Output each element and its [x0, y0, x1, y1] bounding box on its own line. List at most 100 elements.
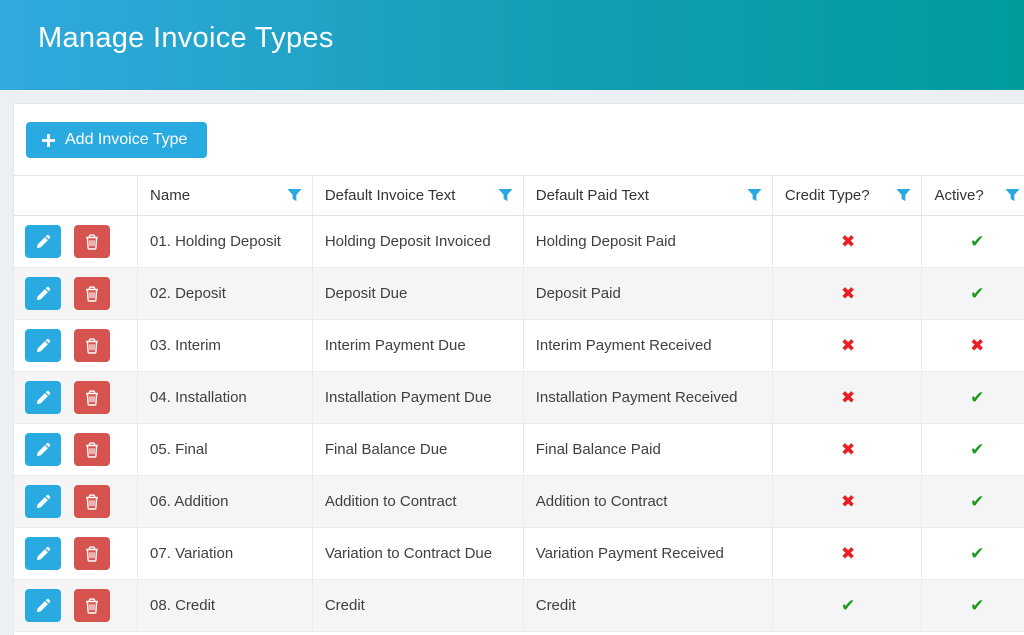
active-cell: ✔ — [921, 527, 1024, 580]
active-cell: ✔ — [921, 215, 1024, 268]
actions-cell — [14, 527, 139, 580]
check-icon: ✔ — [970, 543, 985, 563]
add-invoice-type-button[interactable]: Add Invoice Type — [26, 122, 208, 158]
actions-cell — [14, 475, 139, 528]
delete-button[interactable] — [74, 329, 111, 362]
paid-text-cell: Deposit Paid — [523, 267, 773, 320]
pencil-icon — [36, 598, 50, 613]
invoice-text-cell: Installation Payment Due — [312, 371, 524, 424]
filter-icon[interactable] — [747, 188, 762, 203]
delete-button[interactable] — [74, 433, 111, 466]
filter-icon[interactable] — [896, 188, 912, 203]
invoice-text-cell: Final Balance Due — [312, 423, 524, 476]
check-icon: ✔ — [970, 595, 985, 615]
table-row: 01. Holding Deposit Holding Deposit Invo… — [14, 215, 1024, 268]
invoice-text-cell: Credit — [312, 579, 524, 632]
edit-button[interactable] — [25, 433, 61, 466]
cross-icon: ✖ — [841, 543, 856, 563]
credit-type-cell: ✔ — [772, 579, 923, 632]
delete-button[interactable] — [74, 225, 111, 258]
cross-icon: ✖ — [841, 283, 856, 303]
delete-button[interactable] — [74, 485, 111, 518]
edit-button[interactable] — [25, 589, 61, 622]
table-row: 03. Interim Interim Payment Due Interim … — [14, 319, 1024, 372]
edit-button[interactable] — [25, 225, 61, 258]
trash-icon — [86, 285, 99, 302]
credit-type-column-label: Credit Type? — [784, 187, 870, 204]
cross-icon: ✖ — [841, 335, 856, 355]
invoice-text-column-header: Default Invoice Text — [312, 175, 524, 216]
invoice-text-cell: Variation to Contract Due — [312, 527, 524, 580]
edit-button[interactable] — [25, 537, 61, 570]
edit-button[interactable] — [25, 277, 61, 310]
trash-icon — [86, 337, 99, 354]
trash-icon — [86, 389, 99, 406]
actions-cell — [14, 423, 139, 476]
table-row: 07. Variation Variation to Contract Due … — [14, 527, 1024, 580]
delete-button[interactable] — [74, 537, 111, 570]
credit-type-cell: ✖ — [772, 371, 923, 424]
plus-icon — [42, 133, 55, 147]
invoice-text-cell: Addition to Contract — [312, 475, 524, 528]
paid-text-cell: Variation Payment Received — [523, 527, 773, 580]
name-cell: 07. Variation — [137, 527, 313, 580]
page-header: Manage Invoice Types — [0, 0, 1024, 90]
table-row: 02. Deposit Deposit Due Deposit Paid ✖ ✔ — [14, 267, 1024, 320]
table-row: 05. Final Final Balance Due Final Balanc… — [14, 423, 1024, 476]
filter-icon[interactable] — [1005, 188, 1020, 203]
pencil-icon — [36, 390, 50, 405]
name-cell: 02. Deposit — [137, 267, 313, 320]
active-cell: ✖ — [921, 319, 1024, 372]
check-icon: ✔ — [970, 231, 985, 251]
check-icon: ✔ — [970, 439, 985, 459]
cross-icon: ✖ — [841, 231, 856, 251]
pencil-icon — [36, 494, 50, 509]
active-cell: ✔ — [921, 371, 1024, 424]
invoice-text-cell: Deposit Due — [312, 267, 524, 320]
content-card: Add Invoice Type Name Default Invoice Te… — [13, 103, 1024, 635]
edit-button[interactable] — [25, 329, 61, 362]
actions-cell — [14, 215, 139, 268]
credit-type-cell: ✖ — [772, 215, 923, 268]
pencil-icon — [36, 442, 50, 457]
paid-text-cell: Installation Payment Received — [523, 371, 773, 424]
name-cell: 03. Interim — [137, 319, 313, 372]
name-column-label: Name — [150, 187, 191, 204]
credit-type-cell: ✖ — [772, 423, 923, 476]
paid-text-cell: Addition to Contract — [523, 475, 773, 528]
pencil-icon — [36, 234, 50, 249]
name-cell: 06. Addition — [137, 475, 313, 528]
table-row: 06. Addition Addition to Contract Additi… — [14, 475, 1024, 528]
paid-text-cell: Final Balance Paid — [523, 423, 773, 476]
credit-type-cell: ✖ — [772, 475, 923, 528]
paid-text-column-label: Default Paid Text — [535, 187, 649, 204]
credit-type-column-header: Credit Type? — [772, 175, 923, 216]
credit-type-cell: ✖ — [772, 319, 923, 372]
active-cell: ✔ — [921, 475, 1024, 528]
actions-cell — [14, 371, 139, 424]
delete-button[interactable] — [74, 381, 111, 414]
filter-icon[interactable] — [498, 188, 513, 203]
cross-icon: ✖ — [841, 439, 856, 459]
cross-icon: ✖ — [970, 335, 985, 355]
name-cell: 04. Installation — [137, 371, 313, 424]
credit-type-cell: ✖ — [772, 527, 923, 580]
trash-icon — [86, 493, 99, 510]
paid-text-cell: Holding Deposit Paid — [523, 215, 773, 268]
filter-icon[interactable] — [287, 188, 302, 203]
toolbar: Add Invoice Type — [14, 122, 1024, 175]
trash-icon — [86, 441, 99, 458]
paid-text-cell: Interim Payment Received — [523, 319, 773, 372]
actions-column-header — [14, 175, 139, 216]
pencil-icon — [36, 546, 50, 561]
trash-icon — [86, 545, 99, 562]
delete-button[interactable] — [74, 277, 111, 310]
invoice-types-table: Name Default Invoice Text Default Paid T… — [14, 175, 1024, 632]
name-cell: 01. Holding Deposit — [137, 215, 313, 268]
edit-button[interactable] — [25, 381, 61, 414]
edit-button[interactable] — [25, 485, 61, 518]
credit-type-cell: ✖ — [772, 267, 923, 320]
delete-button[interactable] — [74, 589, 111, 622]
invoice-text-column-label: Default Invoice Text — [324, 187, 456, 204]
paid-text-column-header: Default Paid Text — [523, 175, 773, 216]
